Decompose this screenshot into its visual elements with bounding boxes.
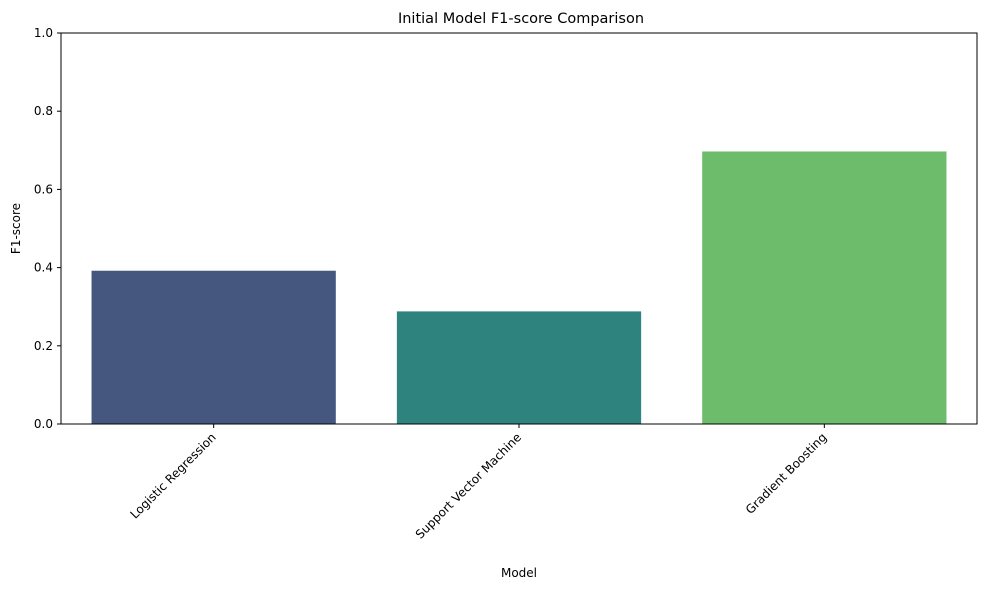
plot-frame (60, 32, 978, 425)
y-tick-label: 1.0 (34, 26, 53, 40)
y-tick-label: 0.2 (34, 339, 53, 353)
x-axis: Logistic Regression Support Vector Machin… (127, 424, 829, 542)
y-tick-label: 0.8 (34, 104, 53, 118)
y-axis-label: F1-score (9, 203, 23, 254)
y-axis: 0.0 0.2 0.4 0.6 0.8 1.0 (34, 26, 61, 431)
x-tick-label: Logistic Regression (127, 430, 218, 521)
y-tick-label: 0.0 (34, 417, 53, 431)
bar-gradient-boosting (702, 151, 947, 424)
x-tick-label: Support Vector Machine (413, 430, 524, 541)
y-tick-label: 0.6 (34, 182, 53, 196)
y-tick-label: 0.4 (34, 261, 53, 275)
bars-group (91, 151, 947, 424)
x-axis-label: Model (501, 566, 537, 580)
x-tick-label: Gradient Boosting (743, 430, 830, 517)
bar-support-vector-machine (396, 311, 642, 424)
chart-title: Initial Model F1-score Comparison (398, 11, 644, 27)
bar-logistic-regression (91, 270, 336, 424)
